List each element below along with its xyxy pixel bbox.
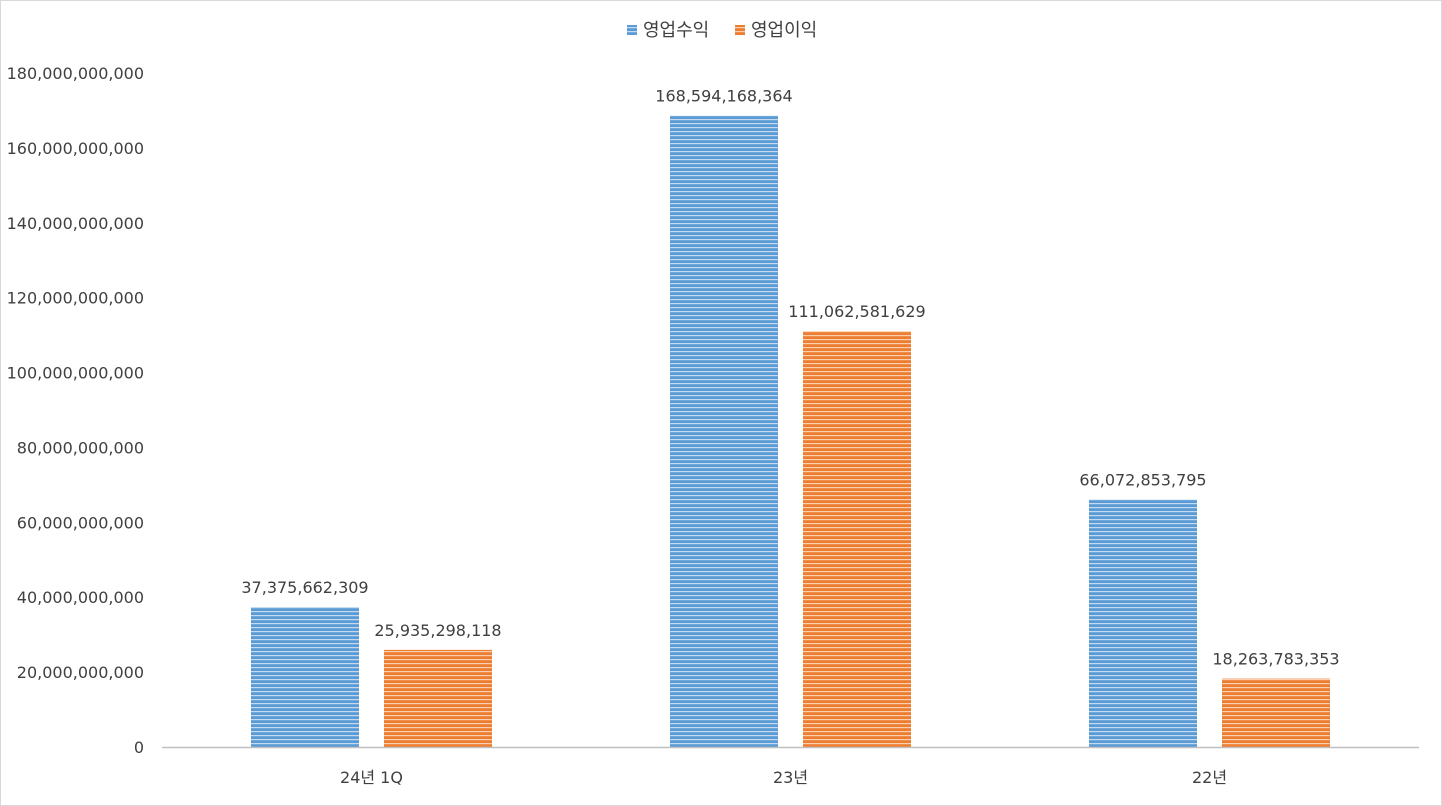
y-tick-label: 160,000,000,000 bbox=[7, 139, 144, 158]
y-axis: 0 20,000,000,000 40,000,000,000 60,000,000,… bbox=[7, 64, 144, 757]
y-tick-label: 40,000,000,000 bbox=[17, 588, 144, 607]
data-labels: 37,375,662,309 25,935,298,118 168,594,168,… bbox=[241, 87, 1339, 669]
legend-item: 영업수익 bbox=[627, 20, 709, 41]
x-category-label: 24년 1Q bbox=[340, 768, 403, 787]
bar bbox=[251, 607, 359, 747]
legend-item: 영업이익 bbox=[735, 20, 817, 41]
y-tick-label: 20,000,000,000 bbox=[17, 663, 144, 682]
bars bbox=[251, 115, 1330, 748]
y-tick-label: 140,000,000,000 bbox=[7, 214, 144, 233]
legend-swatch bbox=[627, 25, 637, 35]
bar bbox=[1089, 499, 1197, 747]
data-label: 66,072,853,795 bbox=[1079, 471, 1206, 490]
legend-label: 영업수익 bbox=[643, 20, 709, 41]
legend-swatch bbox=[735, 25, 745, 35]
y-tick-label: 80,000,000,000 bbox=[17, 438, 144, 457]
data-label: 168,594,168,364 bbox=[655, 87, 792, 106]
x-category-label: 22년 bbox=[1192, 768, 1227, 787]
bar bbox=[670, 115, 778, 748]
data-label: 111,062,581,629 bbox=[788, 302, 925, 321]
legend: 영업수익 영업이익 bbox=[627, 20, 817, 41]
data-label: 37,375,662,309 bbox=[241, 578, 368, 597]
legend-label: 영업이익 bbox=[751, 20, 817, 41]
y-tick-label: 0 bbox=[134, 738, 144, 757]
bar bbox=[803, 331, 911, 747]
data-label: 18,263,783,353 bbox=[1212, 650, 1339, 669]
data-label: 25,935,298,118 bbox=[374, 621, 501, 640]
y-tick-label: 180,000,000,000 bbox=[7, 64, 144, 83]
x-axis: 24년 1Q 23년 22년 bbox=[162, 746, 1419, 787]
y-tick-label: 60,000,000,000 bbox=[17, 513, 144, 532]
x-category-label: 23년 bbox=[773, 768, 808, 787]
bar bbox=[1222, 678, 1330, 747]
y-tick-label: 120,000,000,000 bbox=[7, 289, 144, 308]
y-tick-label: 100,000,000,000 bbox=[7, 364, 144, 383]
bar bbox=[384, 649, 492, 747]
